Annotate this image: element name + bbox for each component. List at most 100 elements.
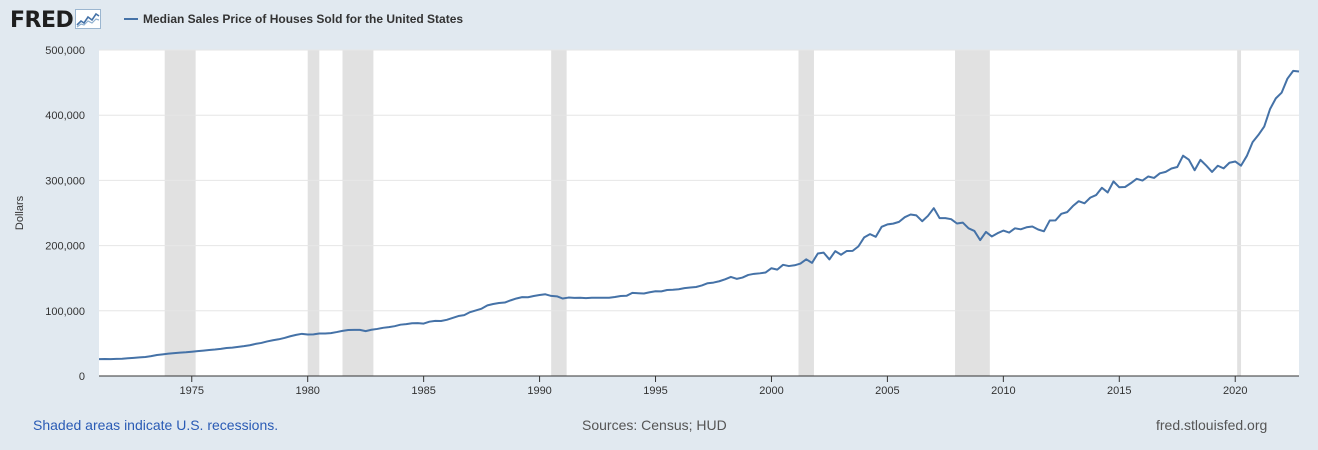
data-point	[909, 213, 911, 215]
data-point	[1141, 179, 1143, 181]
data-point	[1101, 187, 1103, 189]
data-point	[805, 258, 807, 260]
data-point	[150, 355, 152, 357]
data-point	[1008, 231, 1010, 233]
data-point	[1072, 205, 1074, 207]
data-point	[562, 297, 564, 299]
data-point	[1251, 141, 1253, 143]
data-point	[144, 356, 146, 358]
data-point	[1078, 200, 1080, 202]
fred-site-link[interactable]: fred.stlouisfed.org	[1156, 417, 1268, 433]
data-point	[364, 330, 366, 332]
y-tick-label: 0	[79, 371, 85, 383]
x-tick-label: 2020	[1223, 385, 1247, 397]
data-point	[237, 346, 239, 348]
data-point	[208, 349, 210, 351]
data-point	[996, 232, 998, 234]
data-point	[486, 304, 488, 306]
data-point	[817, 252, 819, 254]
data-point	[1112, 180, 1114, 182]
data-point	[822, 251, 824, 253]
legend-label: Median Sales Price of Houses Sold for th…	[143, 12, 464, 26]
data-point	[399, 323, 401, 325]
data-point	[1211, 171, 1213, 173]
data-point	[162, 353, 164, 355]
data-point	[915, 214, 917, 216]
data-point	[643, 292, 645, 294]
recession-band	[307, 50, 320, 376]
data-point	[1089, 196, 1091, 198]
data-point	[509, 299, 511, 301]
data-point	[950, 218, 952, 220]
data-point	[220, 348, 222, 350]
x-tick-label: 1985	[411, 385, 435, 397]
data-point	[1176, 166, 1178, 168]
data-point	[596, 297, 598, 299]
data-point	[631, 292, 633, 294]
data-point	[1228, 162, 1230, 164]
data-point	[1280, 92, 1282, 94]
data-point	[109, 358, 111, 360]
data-point	[573, 297, 575, 299]
data-point	[196, 350, 198, 352]
data-point	[1118, 186, 1120, 188]
data-point	[457, 315, 459, 317]
data-point	[1049, 219, 1051, 221]
plot-area	[99, 50, 1299, 376]
data-point	[359, 329, 361, 331]
data-point	[388, 326, 390, 328]
recession-footnote[interactable]: Shaded areas indicate U.S. recessions.	[33, 417, 279, 433]
data-point	[1002, 229, 1004, 231]
data-point	[904, 216, 906, 218]
data-point	[1066, 211, 1068, 213]
data-point	[521, 296, 523, 298]
data-point	[741, 276, 743, 278]
data-point	[1043, 230, 1045, 232]
fred-logo-text: FRED	[10, 8, 74, 33]
data-point	[689, 286, 691, 288]
fred-logo[interactable]: FRED	[10, 7, 102, 35]
data-point	[834, 250, 836, 252]
data-point	[527, 296, 529, 298]
data-point	[927, 215, 929, 217]
data-point	[962, 221, 964, 223]
data-point	[672, 289, 674, 291]
data-point	[707, 282, 709, 284]
data-point	[440, 320, 442, 322]
data-point	[1020, 228, 1022, 230]
data-point	[712, 281, 714, 283]
data-point	[799, 262, 801, 264]
data-point	[393, 325, 395, 327]
data-point	[840, 254, 842, 256]
data-point	[1135, 178, 1137, 180]
x-tick-label: 1980	[295, 385, 319, 397]
data-point	[550, 295, 552, 297]
data-point	[405, 323, 407, 325]
data-point	[776, 268, 778, 270]
data-point	[1014, 227, 1016, 229]
data-point	[869, 233, 871, 235]
data-point	[202, 349, 204, 351]
data-point	[115, 358, 117, 360]
data-point	[608, 297, 610, 299]
data-point	[730, 276, 732, 278]
data-point	[1188, 158, 1190, 160]
data-point	[278, 338, 280, 340]
fred-chart-icon	[75, 9, 102, 34]
y-tick-label: 300,000	[45, 175, 85, 187]
data-point	[770, 267, 772, 269]
data-point	[428, 320, 430, 322]
data-point	[1083, 202, 1085, 204]
data-point	[347, 329, 349, 331]
chart-header: FRED Median Sales Price of Houses Sold f…	[0, 0, 1318, 40]
data-point	[254, 343, 256, 345]
data-point	[417, 322, 419, 324]
data-point	[289, 335, 291, 337]
data-point	[811, 262, 813, 264]
data-point	[979, 239, 981, 241]
data-point	[967, 227, 969, 229]
data-point	[179, 351, 181, 353]
data-point	[718, 280, 720, 282]
data-point	[759, 272, 761, 274]
data-point	[851, 250, 853, 252]
